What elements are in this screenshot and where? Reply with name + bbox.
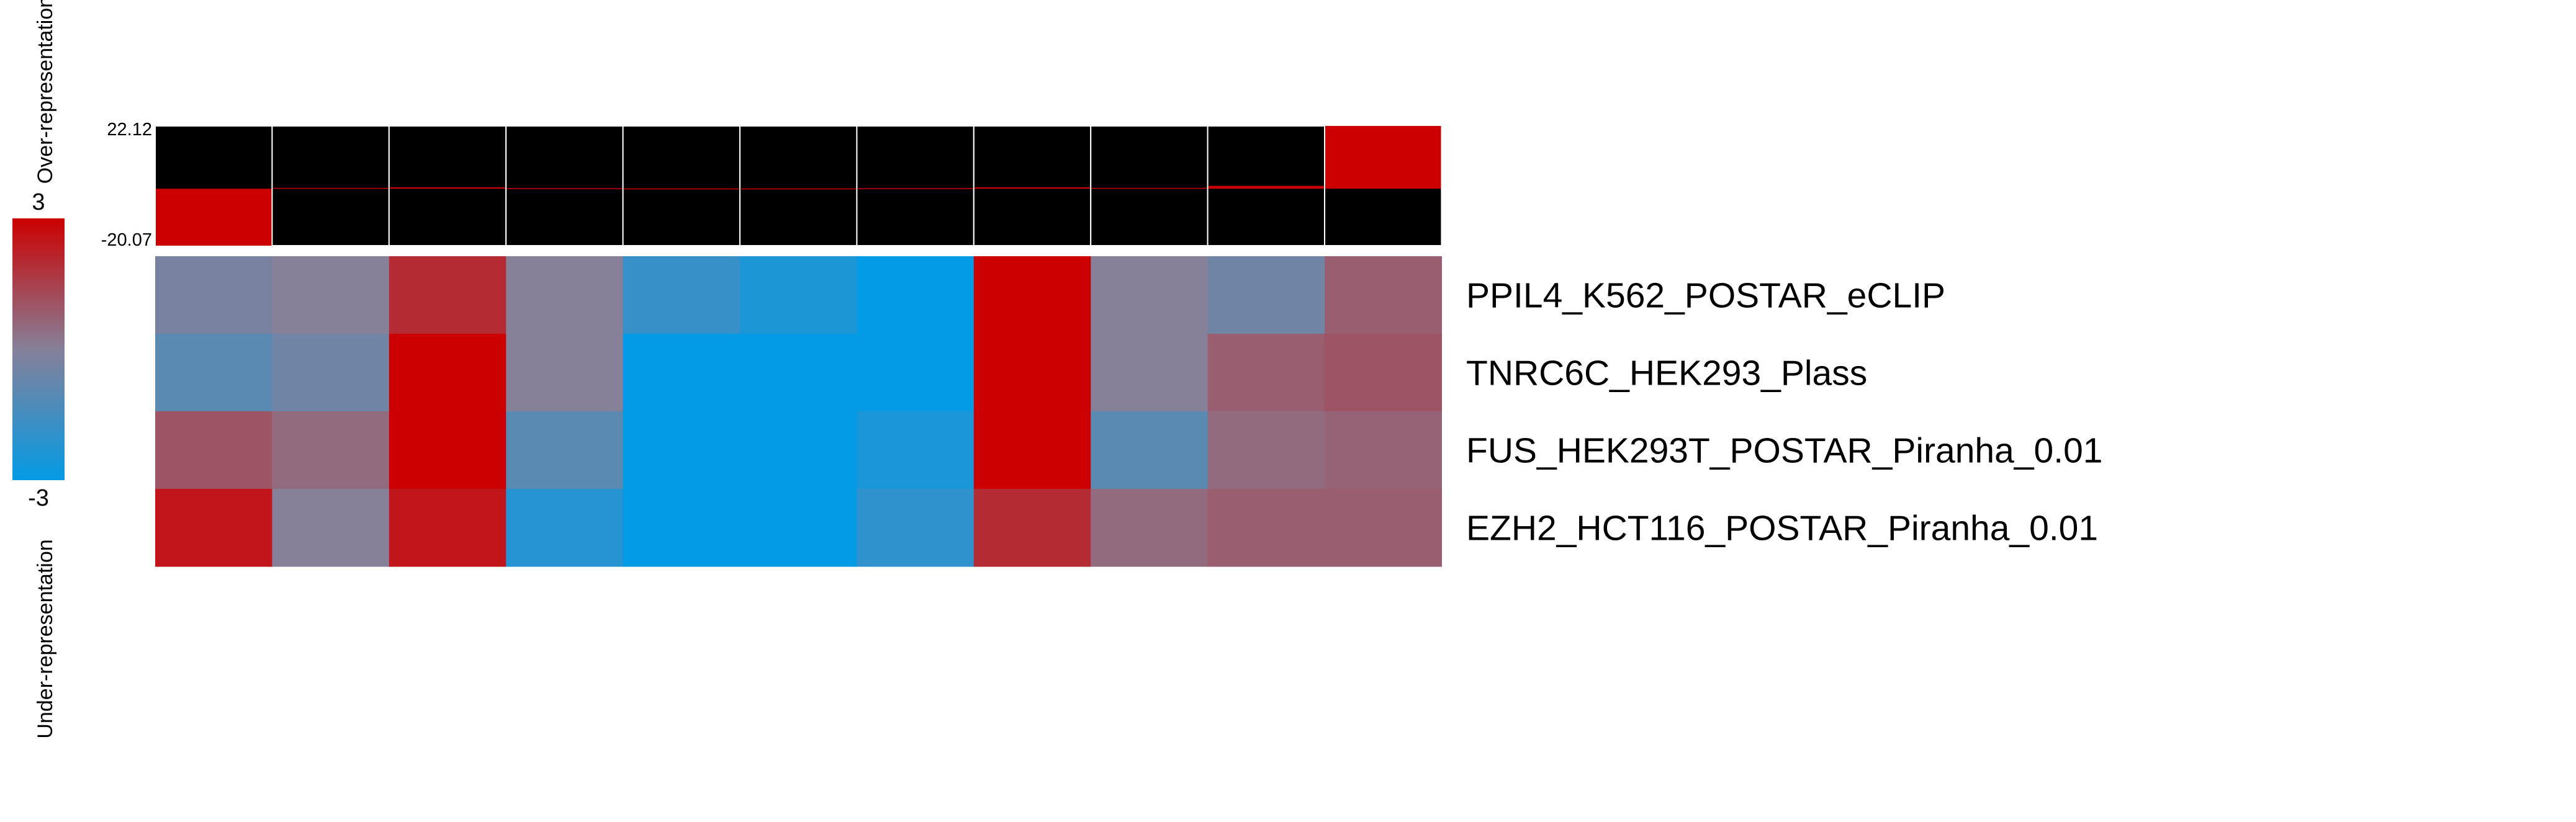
heatmap-cell <box>740 334 857 412</box>
bar-panel-cell <box>1090 125 1209 246</box>
bar-panel-bar <box>974 187 1091 189</box>
heatmap-cell <box>155 489 272 567</box>
heatmap-cell <box>1207 411 1325 489</box>
heatmap-cell <box>623 256 741 334</box>
heatmap-cell <box>857 256 975 334</box>
heatmap-cell <box>1091 334 1209 412</box>
heatmap-cell <box>155 256 272 334</box>
bar-panel-cell <box>271 125 390 246</box>
bar-panel-bar <box>272 187 389 189</box>
color-legend: 3 -3 Over-representation Under-represent… <box>12 0 65 739</box>
bar-panel-bar <box>1325 126 1441 189</box>
heatmap-cell <box>155 411 272 489</box>
bar-panel-cell <box>739 125 858 246</box>
legend-bottom-caption: Under-representation <box>34 539 57 738</box>
bar-panel-bar <box>507 188 623 189</box>
heatmap-cell <box>973 489 1091 567</box>
bar-panel-bar <box>1208 185 1324 189</box>
bar-panel-bar <box>623 188 739 190</box>
heatmap-cell <box>1207 256 1325 334</box>
legend-max-label: 3 <box>32 189 45 215</box>
bar-panel-bar <box>389 187 506 189</box>
heatmap-cell <box>1325 256 1442 334</box>
heatmap-cells <box>155 256 1442 567</box>
heatmap-cell <box>973 411 1091 489</box>
row-label: PPIL4_K562_POSTAR_eCLIP <box>1466 276 1945 316</box>
heatmap-cell <box>623 411 741 489</box>
heatmap-cell <box>857 411 975 489</box>
heatmap-cell <box>155 334 272 412</box>
heatmap-cell <box>857 489 975 567</box>
heatmap-cell <box>1207 334 1325 412</box>
bar-panel-max-label: 22.12 <box>107 120 152 140</box>
heatmap-cell <box>506 256 624 334</box>
bar-panel-cell <box>388 125 507 246</box>
heatmap-cell <box>740 411 857 489</box>
heatmap-cell <box>389 334 507 412</box>
heatmap-cell <box>1325 411 1442 489</box>
bar-panel-cell <box>973 125 1092 246</box>
heatmap-cell <box>740 256 857 334</box>
row-label: EZH2_HCT116_POSTAR_Piranha_0.01 <box>1466 509 2098 548</box>
heatmap-cell <box>1325 334 1442 412</box>
heatmap-cell <box>1207 489 1325 567</box>
heatmap-cell <box>506 411 624 489</box>
heatmap-cell <box>1091 256 1209 334</box>
heatmap-cell <box>623 334 741 412</box>
heatmap-cell <box>389 489 507 567</box>
row-label: TNRC6C_HEK293_Plass <box>1466 354 1867 393</box>
heatmap-cell <box>1091 411 1209 489</box>
legend-min-label: -3 <box>28 485 49 511</box>
heatmap-cell <box>623 489 741 567</box>
bar-panel-cell <box>622 125 741 246</box>
row-label: FUS_HEK293T_POSTAR_Piranha_0.01 <box>1466 431 2102 471</box>
bar-panel-min-label: -20.07 <box>101 230 152 250</box>
heatmap-cell <box>389 256 507 334</box>
heatmap-cell <box>272 256 390 334</box>
heatmap-cell <box>506 489 624 567</box>
bar-panel-bar <box>741 188 857 190</box>
bar-panel-bar <box>857 188 973 189</box>
bar-panel-cell <box>505 125 624 246</box>
heatmap-cell <box>272 334 390 412</box>
bar-panel-cell <box>856 125 975 246</box>
bar-panel-bar <box>1091 187 1207 189</box>
heatmap-row-labels: PPIL4_K562_POSTAR_eCLIP TNRC6C_HEK293_Pla… <box>1466 276 2102 548</box>
legend-color-scale <box>12 218 65 480</box>
bar-annotation-panel: 22.12 -20.07 <box>101 120 1443 250</box>
heatmap-cell <box>272 411 390 489</box>
bar-panel-cell <box>1207 125 1325 246</box>
heatmap-cell <box>506 334 624 412</box>
heatmap-cell <box>857 334 975 412</box>
heatmap-cell <box>272 489 390 567</box>
heatmap-cell <box>1091 489 1209 567</box>
heatmap-cell <box>740 489 857 567</box>
bar-panel-bar <box>156 189 272 246</box>
heatmap-cell <box>973 334 1091 412</box>
legend-top-caption: Over-representation <box>34 0 57 184</box>
heatmap-cell <box>1325 489 1442 567</box>
heatmap-cell <box>389 411 507 489</box>
heatmap-cell <box>973 256 1091 334</box>
